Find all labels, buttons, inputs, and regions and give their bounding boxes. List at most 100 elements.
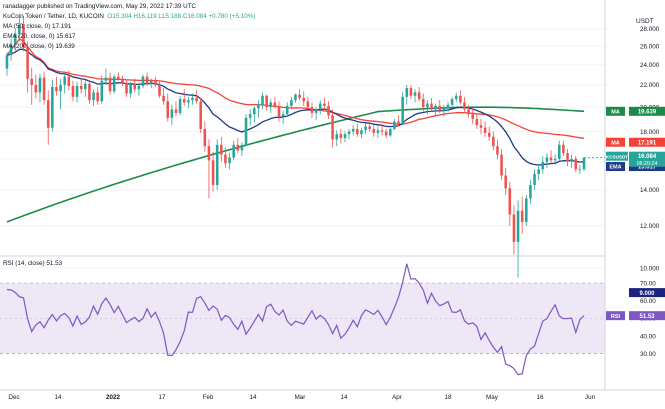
candle-body (520, 210, 524, 222)
ema20-line (6, 48, 585, 166)
rsi-legend[interactable]: RSI (14, close) 51.53 (3, 260, 63, 267)
axis-unit-label: USDT (636, 18, 654, 25)
time-tick-label: May (486, 394, 499, 401)
rsi-tick-label: 30.00 (640, 351, 656, 358)
candle-body (459, 95, 462, 103)
candle-body (475, 118, 479, 126)
candle-body (117, 76, 120, 79)
rsi-line (6, 263, 585, 376)
ma50-badge-value-text: 17.191 (638, 140, 657, 146)
candle-body (174, 109, 178, 113)
time-tick-label: 16 (536, 394, 544, 401)
candle-body (38, 77, 42, 93)
candle-body (166, 101, 170, 118)
candle-body (562, 144, 565, 154)
candle-body (343, 134, 347, 139)
candle-body (26, 46, 29, 79)
price-tick-label: 22.000 (640, 82, 660, 89)
time-tick-label: Dec (8, 394, 19, 401)
countdown-text: 06:20:24 (637, 161, 658, 167)
candle-body (5, 55, 9, 69)
time-tick-label: Feb (203, 394, 214, 401)
candle-body (100, 80, 104, 102)
rsi-tick-label: 70.00 (640, 280, 656, 287)
time-axis[interactable]: Dec 14 2022 17 Feb 14 Mar 14 Apr 18 May 16 Jun (0, 389, 665, 401)
symbol-tag-text: KCSUSDT (606, 155, 628, 160)
support-badge (629, 288, 665, 298)
candle-body (409, 88, 413, 96)
ma200-badge-value (629, 106, 665, 116)
rsi-tick-label: 40.00 (640, 333, 656, 340)
ema20-badge-tag (606, 162, 625, 172)
time-tick-label: 18 (444, 394, 452, 401)
candle-body (463, 102, 466, 110)
candle-body (545, 157, 549, 162)
candle-body (63, 76, 66, 85)
ema20-path (6, 48, 585, 166)
ma200-legend[interactable]: MA (200, close, 0) 19.639 (3, 43, 75, 50)
candle-body (500, 154, 503, 176)
candle-body (195, 97, 198, 102)
ema20-legend[interactable]: EMA (20, close, 0) 15.617 (3, 33, 76, 40)
candle-body (34, 84, 38, 93)
candle-body (277, 107, 281, 117)
candle-body (446, 104, 450, 109)
axis-background (605, 0, 665, 404)
candle-body (207, 146, 211, 161)
ma200-path (6, 106, 585, 223)
symbol-line[interactable]: KuCoin Token / Tether, 1D, KUCOIN (3, 13, 104, 20)
candle-body (294, 94, 297, 101)
price-axis[interactable]: USDT28.00026.00024.00022.00020.00018.000… (604, 0, 665, 404)
candle-body (430, 103, 433, 110)
ema20-badge-value-text: 15.617 (638, 165, 657, 171)
rsi-pane (0, 263, 605, 376)
candle-body (236, 144, 240, 151)
candle-body (405, 88, 409, 97)
candle-body (75, 85, 79, 97)
candle-body (215, 144, 219, 186)
candle-body (290, 100, 293, 106)
candle-body (426, 103, 429, 108)
candle-body (310, 107, 314, 113)
candle-body (384, 131, 388, 136)
time-tick-label: Apr (392, 394, 402, 401)
axis-badges: MA 19.639 MA 17.191 EMA 15.617 KCSUSDT 16.08406… (584, 106, 665, 321)
time-tick-label: 14 (54, 394, 62, 401)
candle-body (401, 96, 404, 124)
ma200-line (6, 106, 585, 223)
candle-body (112, 76, 116, 92)
candle-body (421, 99, 425, 108)
candle-body (566, 153, 569, 162)
candle-body (372, 128, 376, 133)
candle-body (302, 97, 306, 102)
candle-body (512, 214, 516, 242)
candle-body (121, 78, 124, 83)
candle-body (413, 92, 417, 96)
chart-legend: ranadagger published on TradingView.com,… (3, 2, 255, 52)
rsi-badge-tag-text: RSI (611, 314, 621, 320)
candle-body (541, 161, 545, 170)
candle-body (22, 23, 25, 47)
candle-body (224, 154, 227, 164)
candle-body (438, 105, 442, 111)
candle-body (508, 188, 512, 215)
candle-body (104, 77, 108, 81)
candle-body (182, 99, 186, 103)
candle-body (537, 169, 540, 174)
ma50-legend[interactable]: MA (50, close, 0) 17.191 (3, 23, 72, 30)
candle-body (450, 99, 454, 105)
ma50-badge-tag-text: MA (611, 140, 620, 146)
candle-body (211, 160, 215, 186)
candle-body (240, 144, 244, 151)
candle-body (228, 157, 231, 164)
candle-body (51, 87, 54, 128)
time-tick-label: 2022 (106, 394, 121, 401)
time-tick-label: 17 (158, 394, 166, 401)
ma200-badge-value-text: 19.639 (638, 109, 657, 115)
candle-body (149, 80, 153, 84)
candle-body (141, 76, 145, 86)
candle-body (360, 130, 363, 135)
candle-body (220, 144, 223, 155)
candle-body (479, 125, 483, 128)
candle-body (178, 99, 182, 113)
